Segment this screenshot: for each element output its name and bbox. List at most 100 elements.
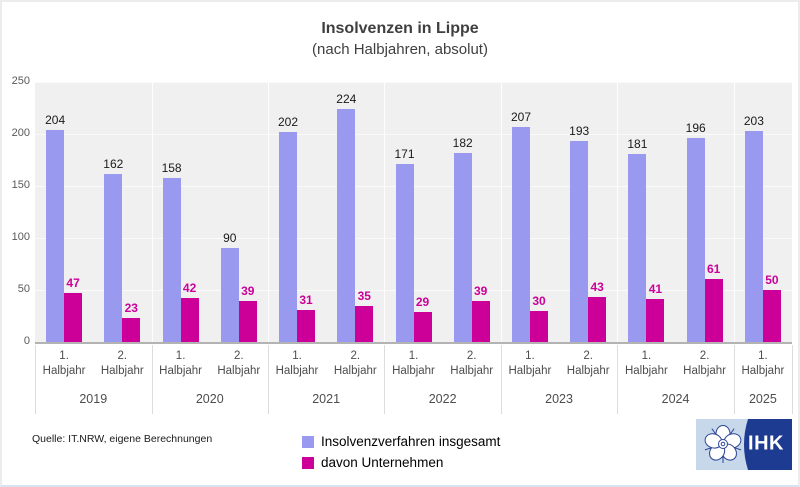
lippische-rose-icon	[704, 419, 792, 470]
plot-area: 204 47 162 23 158 42 90 39 202 31 224 35 171 29 182 39 2…	[35, 82, 792, 342]
x-axis-halfyear-label: 2. Halbjahr	[100, 350, 144, 377]
total-value-label: 224	[336, 92, 357, 106]
x-axis-year-label: 2024	[661, 392, 690, 406]
firms-bar	[646, 299, 665, 342]
total-bar	[220, 248, 239, 342]
chart-subtitle: (nach Halbjahren, absolut)	[312, 41, 488, 58]
total-value-label: 196	[685, 121, 706, 136]
firms-value-label: 35	[357, 288, 371, 303]
legend-label: davon Unternehmen	[321, 455, 444, 470]
x-axis-halfyear-label: 1. Halbjahr	[275, 350, 319, 377]
gridline	[35, 134, 792, 135]
legend-label: Insolvenzverfahren insgesamt	[321, 434, 501, 449]
y-axis-tick-label: 250	[11, 75, 30, 87]
firms-bar	[122, 318, 141, 342]
firms-value-label: 29	[415, 294, 430, 309]
gridline	[35, 290, 792, 291]
ihk-logo: IHK	[696, 419, 792, 470]
firms-value-label: 39	[241, 284, 255, 299]
firms-value-label: 61	[707, 261, 721, 276]
label-area-separator	[384, 345, 386, 414]
firms-bar	[64, 293, 83, 342]
year-separator	[151, 82, 153, 342]
y-axis-tick-label: 150	[11, 179, 30, 191]
total-value-label: 207	[510, 109, 532, 124]
chart-title: Insolvenzen in Lippe	[321, 20, 479, 37]
y-axis-tick-label: 200	[11, 127, 30, 139]
firms-bar	[471, 301, 490, 342]
firms-value-label: 30	[532, 293, 546, 308]
label-area-separator	[792, 345, 793, 414]
firms-value-label: 50	[765, 273, 779, 287]
firms-bar	[297, 309, 315, 342]
total-bar	[512, 126, 530, 342]
year-separator	[267, 82, 269, 342]
source-note: Quelle: IT.NRW, eigene Berechnungen	[32, 433, 213, 445]
y-axis-tick-label: 50	[17, 283, 30, 295]
legend-swatch-icon	[302, 456, 314, 469]
total-value-label: 204	[45, 112, 66, 127]
total-value-label: 193	[569, 124, 590, 139]
total-value-label: 181	[627, 136, 648, 151]
legend-swatch-icon	[302, 435, 314, 448]
x-axis-halfyear-label: 1. Halbjahr	[159, 350, 202, 377]
total-value-label: 90	[223, 231, 237, 246]
firms-bar	[704, 278, 723, 342]
label-area-separator	[35, 345, 36, 414]
total-bar	[686, 138, 705, 342]
x-axis-halfyear-label: 1. Halbjahr	[741, 350, 785, 377]
year-separator	[500, 82, 502, 342]
total-bar	[570, 141, 589, 342]
firms-value-label: 39	[474, 284, 488, 299]
chart-legend: Insolvenzverfahren insgesamt davon Untern…	[302, 431, 500, 473]
total-value-label: 203	[743, 113, 764, 128]
firms-value-label: 23	[124, 301, 138, 316]
gridline	[35, 186, 792, 187]
year-separator	[733, 82, 735, 342]
y-axis-tick-label: 0	[23, 335, 30, 347]
firms-bar	[413, 311, 432, 342]
x-axis-year-label: 2019	[79, 392, 108, 406]
x-axis-year-label: 2021	[312, 392, 341, 406]
x-axis-halfyear-label: 1. Halbjahr	[508, 350, 552, 377]
label-area-separator	[500, 345, 502, 414]
x-axis-year-label: 2022	[428, 392, 457, 406]
total-bar	[279, 131, 297, 342]
x-axis-halfyear-label: 2. Halbjahr	[217, 350, 261, 377]
firms-bar	[530, 310, 548, 342]
firms-value-label: 42	[182, 281, 197, 296]
year-separator	[384, 82, 386, 342]
ihk-logo-text: IHK	[748, 432, 784, 455]
total-bar	[337, 109, 356, 342]
x-axis-year-label: 2025	[748, 392, 777, 406]
label-area-separator	[267, 345, 269, 414]
firms-value-label: 41	[648, 282, 663, 297]
total-value-label: 162	[103, 156, 124, 171]
y-axis-tick-label: 100	[11, 231, 30, 243]
label-area-separator	[151, 345, 153, 414]
x-axis-halfyear-label: 1. Halbjahr	[624, 350, 668, 377]
firms-value-label: 47	[66, 276, 80, 291]
total-bar	[162, 177, 181, 342]
total-bar	[395, 164, 414, 342]
x-axis-halfyear-label: 1. Halbjahr	[42, 350, 86, 377]
total-bar	[744, 130, 763, 342]
label-area-separator	[733, 345, 735, 414]
firms-bar	[238, 301, 257, 342]
x-axis-year-label: 2023	[545, 392, 573, 406]
total-bar	[453, 152, 472, 342]
x-axis-halfyear-label: 2. Halbjahr	[566, 350, 610, 377]
total-value-label: 182	[452, 135, 473, 150]
firms-value-label: 43	[590, 280, 604, 295]
gridline	[35, 82, 792, 83]
legend-item: davon Unternehmen	[302, 452, 500, 473]
total-bar	[104, 173, 123, 342]
x-axis-year-label: 2020	[195, 392, 224, 406]
total-value-label: 171	[394, 147, 415, 162]
firms-bar	[355, 305, 374, 342]
year-separator	[617, 82, 619, 342]
x-axis-halfyear-label: 2. Halbjahr	[683, 350, 726, 377]
total-bar	[628, 153, 647, 342]
firms-bar	[762, 290, 781, 342]
